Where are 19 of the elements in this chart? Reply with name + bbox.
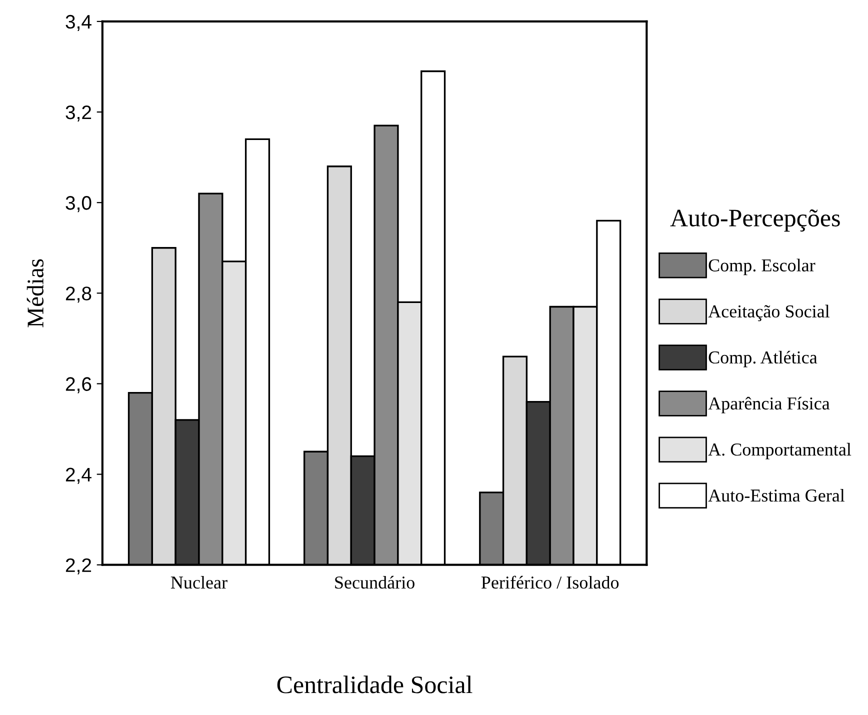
y-tick-label: 3,2 bbox=[66, 105, 92, 122]
legend-label: Aparência Física bbox=[708, 396, 830, 414]
x-tick-label: Nuclear bbox=[170, 576, 228, 589]
y-tick-label: 2,8 bbox=[66, 286, 92, 303]
legend-label: A. Comportamental bbox=[708, 442, 852, 460]
x-tick-label: Periférico / Isolado bbox=[481, 576, 619, 589]
y-tick-label: 2,4 bbox=[66, 468, 92, 484]
legend-label: Comp. Atlética bbox=[708, 350, 818, 368]
legend-label: Aceitação Social bbox=[708, 304, 830, 322]
legend-title: Auto-Percepções bbox=[670, 209, 840, 232]
x-tick-label: Secundário bbox=[335, 576, 414, 589]
y-tick-label: 2,6 bbox=[66, 377, 92, 394]
y-tick-label: 2,2 bbox=[66, 558, 92, 574]
x-axis-title: Centralidade Social bbox=[277, 676, 472, 694]
y-tick-label: 3,4 bbox=[66, 14, 92, 31]
legend-label: Auto-Estima Geral bbox=[708, 488, 845, 502]
y-tick-label: 3,0 bbox=[66, 196, 92, 212]
legend-label: Comp. Escolar bbox=[708, 258, 816, 276]
y-axis-title: Médias bbox=[26, 259, 44, 328]
